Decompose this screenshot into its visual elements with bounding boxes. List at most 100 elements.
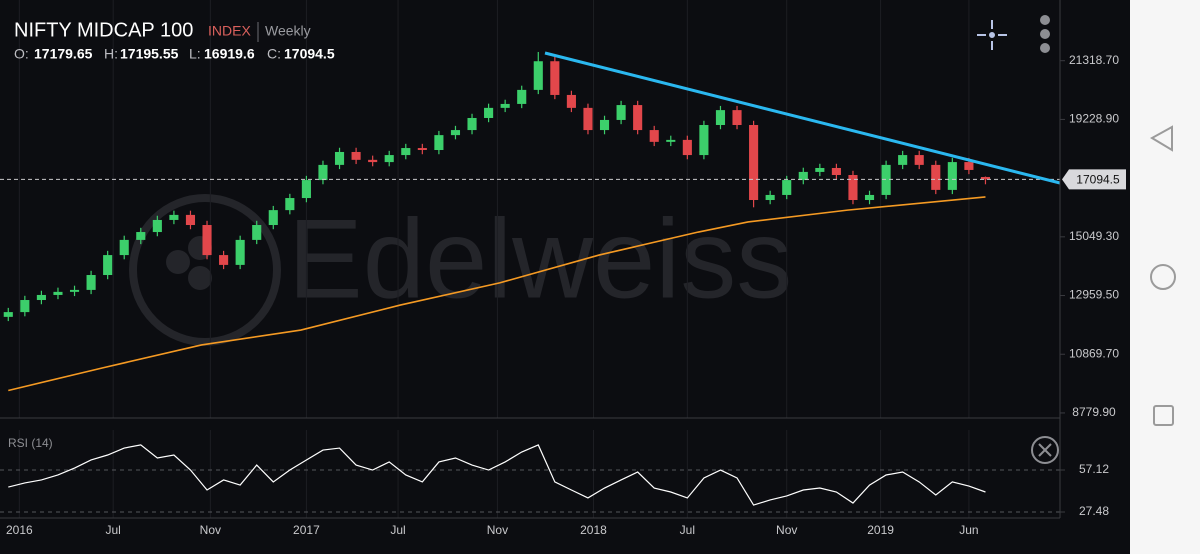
candle-body (285, 198, 295, 211)
candle-body (715, 110, 726, 126)
ohlc-value: 17179.65 (34, 46, 93, 62)
y-tick-label: 12959.50 (1069, 288, 1119, 302)
watermark-logo (129, 194, 281, 346)
candle-body (616, 105, 626, 120)
x-tick-label: 2018 (580, 523, 607, 537)
candle-body (434, 135, 444, 151)
y-tick-label: 19228.90 (1069, 112, 1119, 126)
candle-body (765, 194, 775, 201)
candle-body (252, 225, 262, 240)
candle-body (351, 151, 361, 160)
menu-button[interactable] (1040, 15, 1050, 53)
candle-body (318, 164, 328, 181)
candle-body (533, 61, 543, 90)
x-tick-label: Nov (487, 523, 508, 537)
candle-body (169, 214, 179, 220)
x-tick-label: Jul (390, 523, 405, 537)
candle-body (848, 175, 858, 201)
back-button[interactable] (1149, 125, 1173, 152)
candle-body (500, 103, 510, 108)
candle-body (782, 180, 792, 195)
candle-body (898, 155, 908, 165)
candle-body (450, 130, 461, 136)
candle-body (3, 312, 13, 317)
candle-body (947, 162, 957, 190)
candle-body (566, 94, 576, 108)
candle-body (815, 167, 825, 172)
x-tick-label: Nov (776, 523, 797, 537)
candle-body (69, 289, 80, 292)
indicator-title: RSI (14) (8, 436, 53, 450)
candle-body (152, 219, 162, 233)
candle-body (484, 107, 494, 118)
candle-body (20, 300, 30, 313)
y-tick-label: 10869.70 (1069, 346, 1119, 360)
interval: Weekly (265, 23, 311, 39)
ohlc-value: 17195.55 (120, 46, 179, 62)
candle-body (185, 214, 196, 226)
badge: INDEX (208, 23, 251, 39)
home-button[interactable] (1150, 264, 1176, 290)
candle-body (136, 232, 146, 240)
candle-body (864, 194, 875, 201)
x-tick-label: 2019 (867, 523, 894, 537)
candle-body (732, 110, 742, 126)
watermark-text: Edelweiss (288, 197, 792, 322)
candle-body (334, 151, 345, 165)
candle-body (931, 164, 941, 190)
candle-body (36, 294, 46, 301)
candle-body (53, 291, 63, 295)
candle-body (699, 125, 709, 156)
candle-body (550, 61, 560, 95)
candle-body (649, 130, 659, 142)
x-tick-label: Nov (200, 523, 221, 537)
trend-line (544, 51, 1061, 185)
candle-body (202, 225, 212, 256)
ohlc-label: O: (14, 46, 29, 62)
marks (0, 51, 1060, 506)
candle-body (235, 239, 245, 265)
indicator-line (8, 444, 986, 506)
x-tick-label: 2016 (6, 523, 33, 537)
ohlc-label: L: (189, 46, 201, 62)
grid (0, 0, 1060, 518)
candle-body (666, 139, 676, 142)
candle-body (517, 89, 527, 104)
nav-bar (1130, 0, 1200, 554)
last-price-label: 17094.5 (1076, 173, 1120, 187)
close-indicator-button[interactable] (1031, 436, 1059, 464)
candle-body (831, 167, 841, 176)
y-tick-label: 15049.30 (1069, 229, 1119, 243)
recents-button[interactable] (1153, 405, 1174, 426)
y-tick-label: 57.12 (1079, 462, 1109, 476)
y-tick-label: 8779.90 (1072, 405, 1116, 419)
candle-body (467, 117, 477, 131)
chart-title: NIFTY MIDCAP 100 (14, 19, 193, 41)
candle-body (583, 107, 593, 131)
ohlc-value: 16919.6 (204, 46, 255, 62)
x-tick-label: 2017 (293, 523, 320, 537)
x-tick-label: Jul (106, 523, 121, 537)
candle-body (103, 255, 113, 276)
ohlc-label: H: (104, 46, 118, 62)
candle-body (798, 171, 808, 181)
candle-body (86, 275, 96, 290)
candle-body (384, 155, 394, 163)
watermark-logo (166, 250, 190, 274)
candle-body (914, 155, 924, 165)
y-tick-label: 21318.70 (1069, 53, 1119, 67)
crosshair-button[interactable] (977, 20, 1007, 50)
watermark-logo (188, 266, 212, 290)
candle-body (980, 176, 991, 180)
y-tick-label: 27.48 (1079, 504, 1109, 518)
watermark: Edelweiss (129, 194, 792, 346)
last-price-box (1062, 169, 1126, 190)
candle-body (749, 125, 759, 201)
candle-body (964, 162, 974, 170)
ohlc-label: C: (267, 46, 281, 62)
candle-body (368, 159, 378, 163)
candle-body (682, 139, 692, 156)
candle-body (599, 119, 610, 131)
